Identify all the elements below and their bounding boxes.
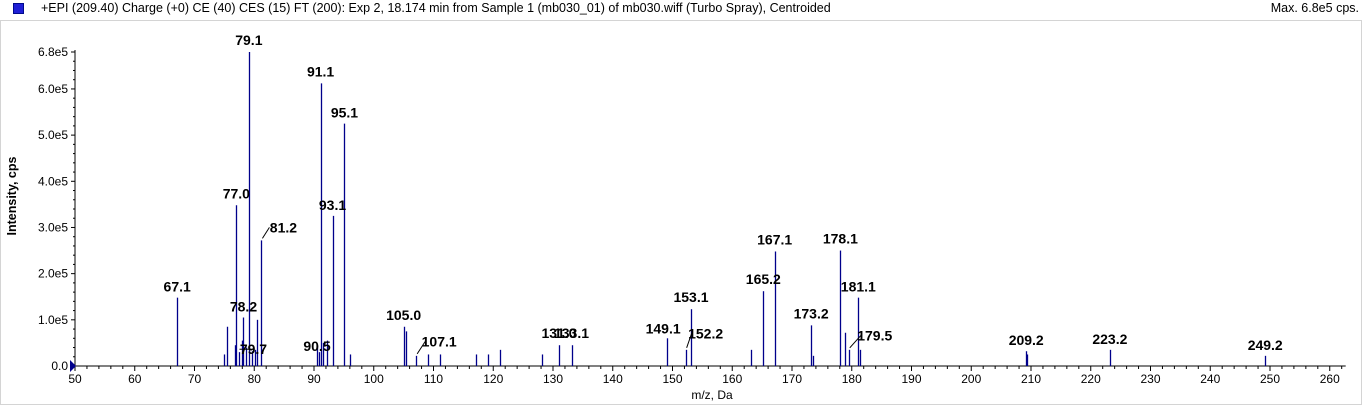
y-tick-label: 6.8e5 [38,45,68,59]
peak-label: 209.2 [1009,332,1044,348]
peak-label: 93.1 [319,197,346,213]
x-tick-label: 80 [248,372,262,386]
annotation-leader [686,333,693,349]
y-tick-label: 5.0e5 [38,128,68,142]
x-tick-label: 130 [543,372,563,386]
peak-label: 149.1 [646,320,681,336]
x-tick-label: 150 [662,372,682,386]
x-tick-label: 70 [188,372,202,386]
y-axis: 0.0 1.0e5 2.0e5 3.0e5 4.0e5 5.0e5 6.0e5 6.8e5 [38,45,76,373]
peak-label: 181.1 [841,279,876,295]
annotation-leader [849,335,862,349]
peak-label: 78.2 [230,299,257,315]
x-axis-title: m/z, Da [691,388,733,402]
y-tick-label: 2.0e5 [38,267,68,281]
peak-label: 79.7 [240,341,267,357]
y-axis-title: Intensity, cps [5,156,19,235]
chart-header: +EPI (209.40) Charge (+0) CE (40) CES (1… [0,0,1363,20]
x-tick-label: 260 [1320,372,1340,386]
legend-swatch-icon [13,3,24,14]
x-tick-label: 160 [722,372,742,386]
x-tick-label: 170 [782,372,802,386]
x-tick-label: 220 [1081,372,1101,386]
peak-label: 223.2 [1092,331,1127,347]
x-tick-label: 90 [307,372,321,386]
peak-series [176,52,1267,366]
x-tick-label: 120 [483,372,503,386]
peak-label: 77.0 [223,185,250,201]
peak-label: 79.1 [235,32,262,48]
peak-label: 167.1 [757,231,792,247]
x-axis: 50 60 70 80 90 100 110 120 130 140 150 160 170 180 190… [68,360,1346,386]
peak-label: 249.2 [1248,337,1283,353]
annotation-leader [261,227,270,239]
x-tick-label: 100 [364,372,384,386]
x-tick-label: 240 [1200,372,1220,386]
y-tick-label: 4.0e5 [38,174,68,188]
peak-label: 81.2 [270,219,297,235]
x-tick-label: 180 [842,372,862,386]
peak-label: 173.2 [794,305,829,321]
chart-title: +EPI (209.40) Charge (+0) CE (40) CES (1… [41,1,831,15]
x-tick-label: 190 [901,372,921,386]
max-intensity-label: Max. 6.8e5 cps. [1270,1,1359,15]
y-tick-label: 0.0 [51,359,68,373]
x-tick-label: 140 [603,372,623,386]
plot-frame [0,20,1362,405]
peak-label: 131.0 [541,325,576,341]
x-tick-label: 110 [424,372,443,386]
peak-label: 105.0 [386,307,421,323]
peak-label: 95.1 [331,105,358,121]
x-tick-label: 60 [128,372,142,386]
peak-label: 178.1 [823,231,858,247]
x-tick-label: 250 [1260,372,1280,386]
peak-label: 153.1 [673,289,708,305]
x-tick-label: 230 [1140,372,1160,386]
annotation-leader [416,341,426,355]
y-tick-label: 6.0e5 [38,82,68,96]
peak-label: 133.1 [554,325,589,341]
origin-marker-icon [70,360,76,372]
x-tick-label: 50 [68,372,82,386]
x-tick-label: 210 [1021,372,1041,386]
peak-label: 91.1 [307,63,334,79]
peak-label: 152.2 [688,325,723,341]
y-tick-label: 3.0e5 [38,220,68,234]
peak-label: 67.1 [164,279,191,295]
peak-label: 90.5 [303,338,330,354]
y-tick-label: 1.0e5 [38,313,68,327]
peak-label: 165.2 [746,271,781,287]
peak-label: 179.5 [857,328,892,344]
x-tick-label: 200 [961,372,981,386]
peak-label: 107.1 [422,334,457,350]
peak-annotations: 67.1 77.0 78.2 79.1 79.7 81.2 90.5 91.1 93.1 95.1… [164,32,1283,357]
